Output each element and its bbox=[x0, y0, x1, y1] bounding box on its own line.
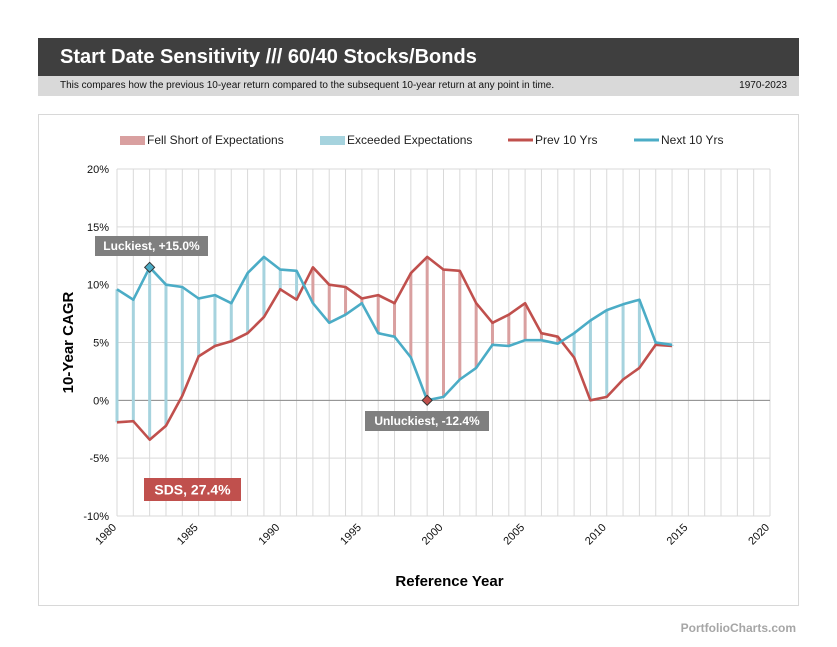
legend-swatch-band bbox=[320, 136, 345, 145]
y-tick-label: 15% bbox=[87, 222, 109, 234]
legend-label: Prev 10 Yrs bbox=[535, 133, 597, 147]
chart-svg: -10% -5% 0% 5% 10% 15% 20% 1980 1985 1990 1995 2000… bbox=[60, 133, 772, 590]
chart-description: This compares how the previous 10-year r… bbox=[60, 80, 555, 91]
y-tick-label: 10% bbox=[87, 280, 109, 292]
unluckiest-label: Unluckiest, -12.4% bbox=[374, 414, 480, 428]
y-tick-label: -10% bbox=[83, 511, 109, 523]
legend-label: Fell Short of Expectations bbox=[147, 133, 284, 147]
x-tick-label: 2000 bbox=[420, 522, 446, 548]
y-tick-label: -5% bbox=[89, 453, 109, 465]
luckiest-label-box bbox=[95, 236, 208, 256]
x-tick-label: 1990 bbox=[257, 522, 283, 548]
y-tick-label: 5% bbox=[93, 338, 109, 350]
x-axis-title: Reference Year bbox=[395, 573, 503, 590]
title-bar: Start Date Sensitivity /// 60/40 Stocks/… bbox=[38, 38, 799, 76]
page-title: Start Date Sensitivity /// 60/40 Stocks/… bbox=[60, 46, 477, 68]
x-tick-label: 1985 bbox=[175, 522, 201, 548]
x-tick-label: 2020 bbox=[746, 522, 772, 548]
luckiest-label: Luckiest, +15.0% bbox=[103, 239, 200, 253]
x-tick-label: 2015 bbox=[665, 522, 691, 548]
x-tick-label: 2005 bbox=[501, 522, 527, 548]
y-tick-label: 0% bbox=[93, 395, 109, 407]
next-10-yrs-line bbox=[116, 255, 673, 402]
unluckiest-label-box bbox=[365, 411, 489, 431]
legend-label: Exceeded Expectations bbox=[347, 133, 472, 147]
date-range: 1970-2023 bbox=[739, 80, 787, 91]
sds-badge: SDS, 27.4% bbox=[154, 482, 231, 498]
legend-swatch-band bbox=[120, 136, 145, 145]
sds-badge-box bbox=[144, 478, 241, 501]
x-tick-label: 1995 bbox=[338, 522, 364, 548]
chart-panel: -10% -5% 0% 5% 10% 15% 20% 1980 1985 1990 1995 2000… bbox=[38, 114, 799, 606]
legend-label: Next 10 Yrs bbox=[661, 133, 723, 147]
subtitle-bar: This compares how the previous 10-year r… bbox=[38, 76, 799, 96]
y-tick-label: 20% bbox=[87, 164, 109, 176]
unluckiest-marker bbox=[421, 394, 433, 407]
y-axis-title: 10-Year CAGR bbox=[60, 291, 77, 393]
source-credit: PortfolioCharts.com bbox=[680, 621, 796, 635]
x-tick-label: 1980 bbox=[93, 522, 119, 548]
x-tick-label: 2010 bbox=[583, 522, 609, 548]
luckiest-marker bbox=[143, 261, 156, 274]
prev-10-yrs-line bbox=[116, 255, 673, 442]
